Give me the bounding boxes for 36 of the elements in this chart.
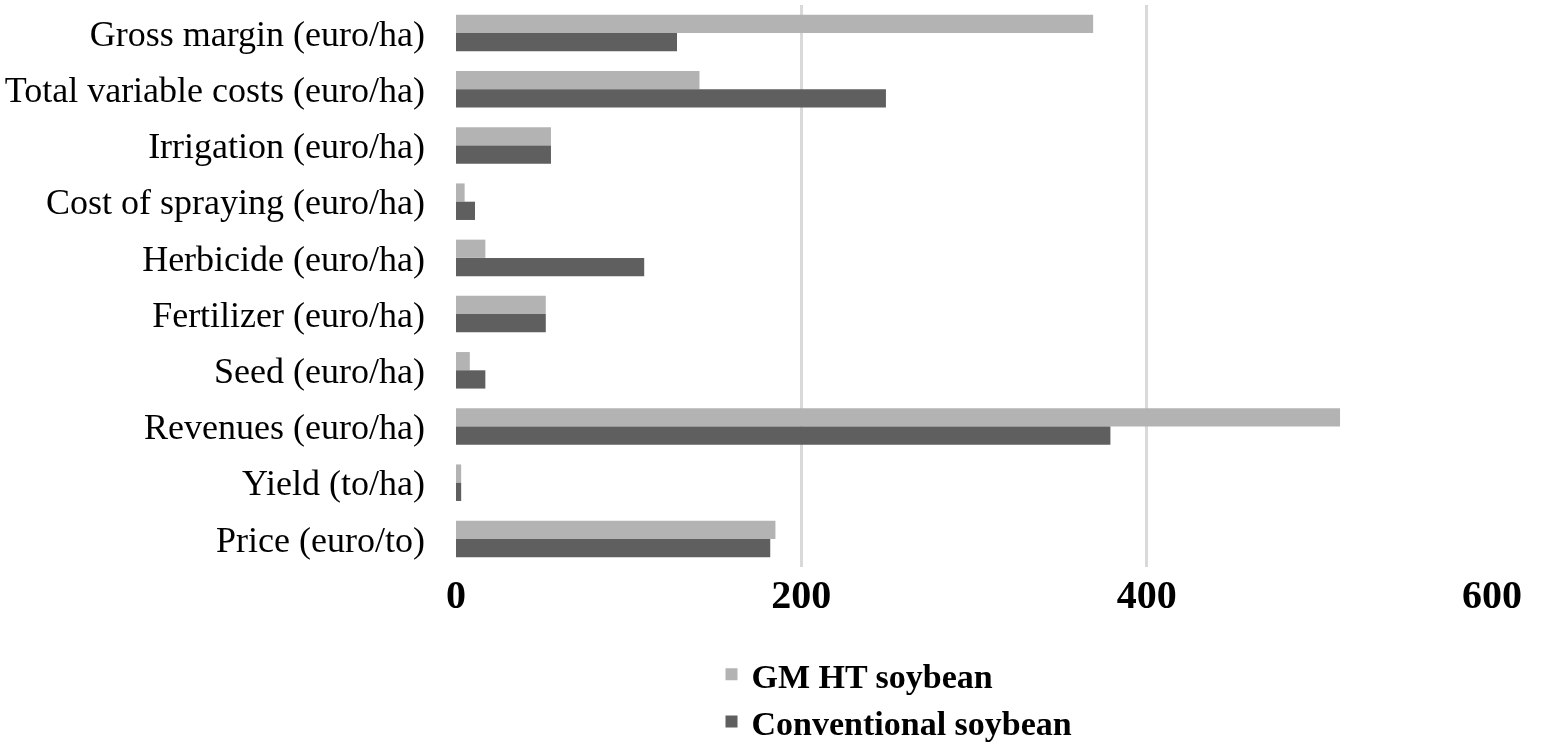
y-tick-label: Seed (euro/ha)	[214, 350, 425, 391]
bar	[456, 538, 771, 558]
bar	[456, 352, 470, 371]
y-tick-label: Yield (to/ha)	[242, 463, 425, 504]
bar	[456, 295, 546, 315]
bar	[456, 71, 700, 90]
bar	[456, 239, 486, 258]
y-tick-label: Fertilizer (euro/ha)	[152, 294, 425, 335]
bar	[456, 520, 776, 539]
bar	[456, 314, 546, 333]
bar	[456, 464, 462, 483]
y-tick-label: Total variable costs (euro/ha)	[4, 69, 425, 110]
x-tick-label: 0	[446, 572, 466, 617]
bar	[456, 127, 551, 146]
x-tick-label: 400	[1116, 572, 1177, 617]
y-tick-label: Herbicide (euro/ha)	[142, 238, 425, 279]
bar	[456, 257, 645, 277]
y-tick-label: Revenues (euro/ha)	[144, 407, 425, 448]
bar	[456, 183, 465, 202]
bar	[456, 14, 1094, 34]
legend-label: GM HT soybean	[751, 657, 993, 695]
legend-label: Conventional soybean	[751, 704, 1072, 742]
y-tick-label: Gross margin (euro/ha)	[89, 13, 425, 54]
x-tick-label: 200	[771, 572, 832, 617]
bar	[456, 482, 462, 501]
y-tick-label: Price (euro/to)	[216, 519, 425, 560]
y-tick-label: Cost of spraying (euro/ha)	[46, 182, 425, 223]
bar	[456, 408, 1341, 427]
bar	[456, 89, 886, 108]
bar	[456, 33, 678, 52]
y-tick-label: Irrigation (euro/ha)	[148, 126, 425, 167]
bar	[456, 426, 1111, 445]
bar	[456, 145, 551, 164]
bar	[456, 370, 486, 389]
bar	[456, 201, 475, 220]
x-tick-label: 600	[1462, 572, 1522, 617]
